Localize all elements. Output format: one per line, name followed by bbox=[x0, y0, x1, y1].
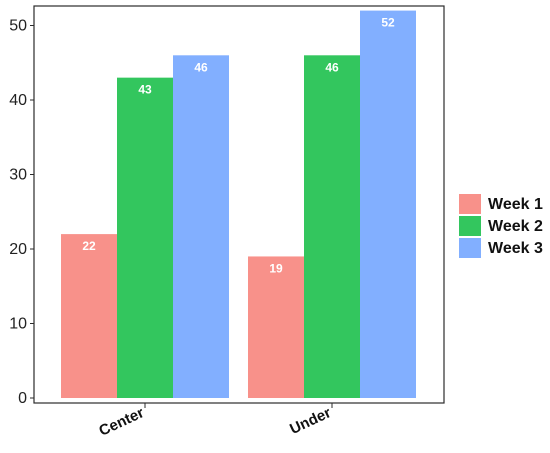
y-tick-label: 0 bbox=[18, 390, 27, 407]
bar-under-week-3 bbox=[360, 10, 416, 398]
x-tick-label: Center bbox=[96, 404, 146, 440]
bar-under-week-1 bbox=[248, 256, 304, 398]
data-label: 46 bbox=[194, 60, 208, 74]
bar-center-week-3 bbox=[173, 55, 229, 399]
bar-center-week-2 bbox=[117, 77, 173, 399]
data-label: 43 bbox=[138, 83, 152, 97]
y-axis: 0 10 20 30 40 50 bbox=[9, 18, 34, 407]
data-label: 22 bbox=[82, 239, 96, 253]
y-tick-label: 10 bbox=[9, 316, 27, 333]
bar-center-week-1 bbox=[61, 234, 117, 398]
data-label: 19 bbox=[269, 261, 283, 275]
bar-group: 22 43 46 19 46 52 bbox=[61, 10, 416, 399]
legend-label: Week 1 bbox=[488, 196, 543, 213]
legend-swatch-week-2 bbox=[459, 216, 481, 236]
bar-under-week-2 bbox=[304, 55, 360, 399]
y-tick-label: 50 bbox=[9, 18, 27, 35]
legend: Week 1 Week 2 Week 3 bbox=[459, 194, 543, 258]
y-tick-label: 20 bbox=[9, 241, 27, 258]
data-label: 46 bbox=[325, 60, 339, 74]
legend-swatch-week-3 bbox=[459, 238, 481, 258]
legend-label: Week 2 bbox=[488, 218, 543, 235]
legend-label: Week 3 bbox=[488, 240, 543, 257]
y-tick-label: 40 bbox=[9, 92, 27, 109]
legend-swatch-week-1 bbox=[459, 194, 481, 214]
data-label: 52 bbox=[381, 16, 395, 30]
y-tick-label: 30 bbox=[9, 167, 27, 184]
x-tick-label: Under bbox=[287, 404, 334, 438]
x-axis: Center Under bbox=[96, 403, 334, 440]
